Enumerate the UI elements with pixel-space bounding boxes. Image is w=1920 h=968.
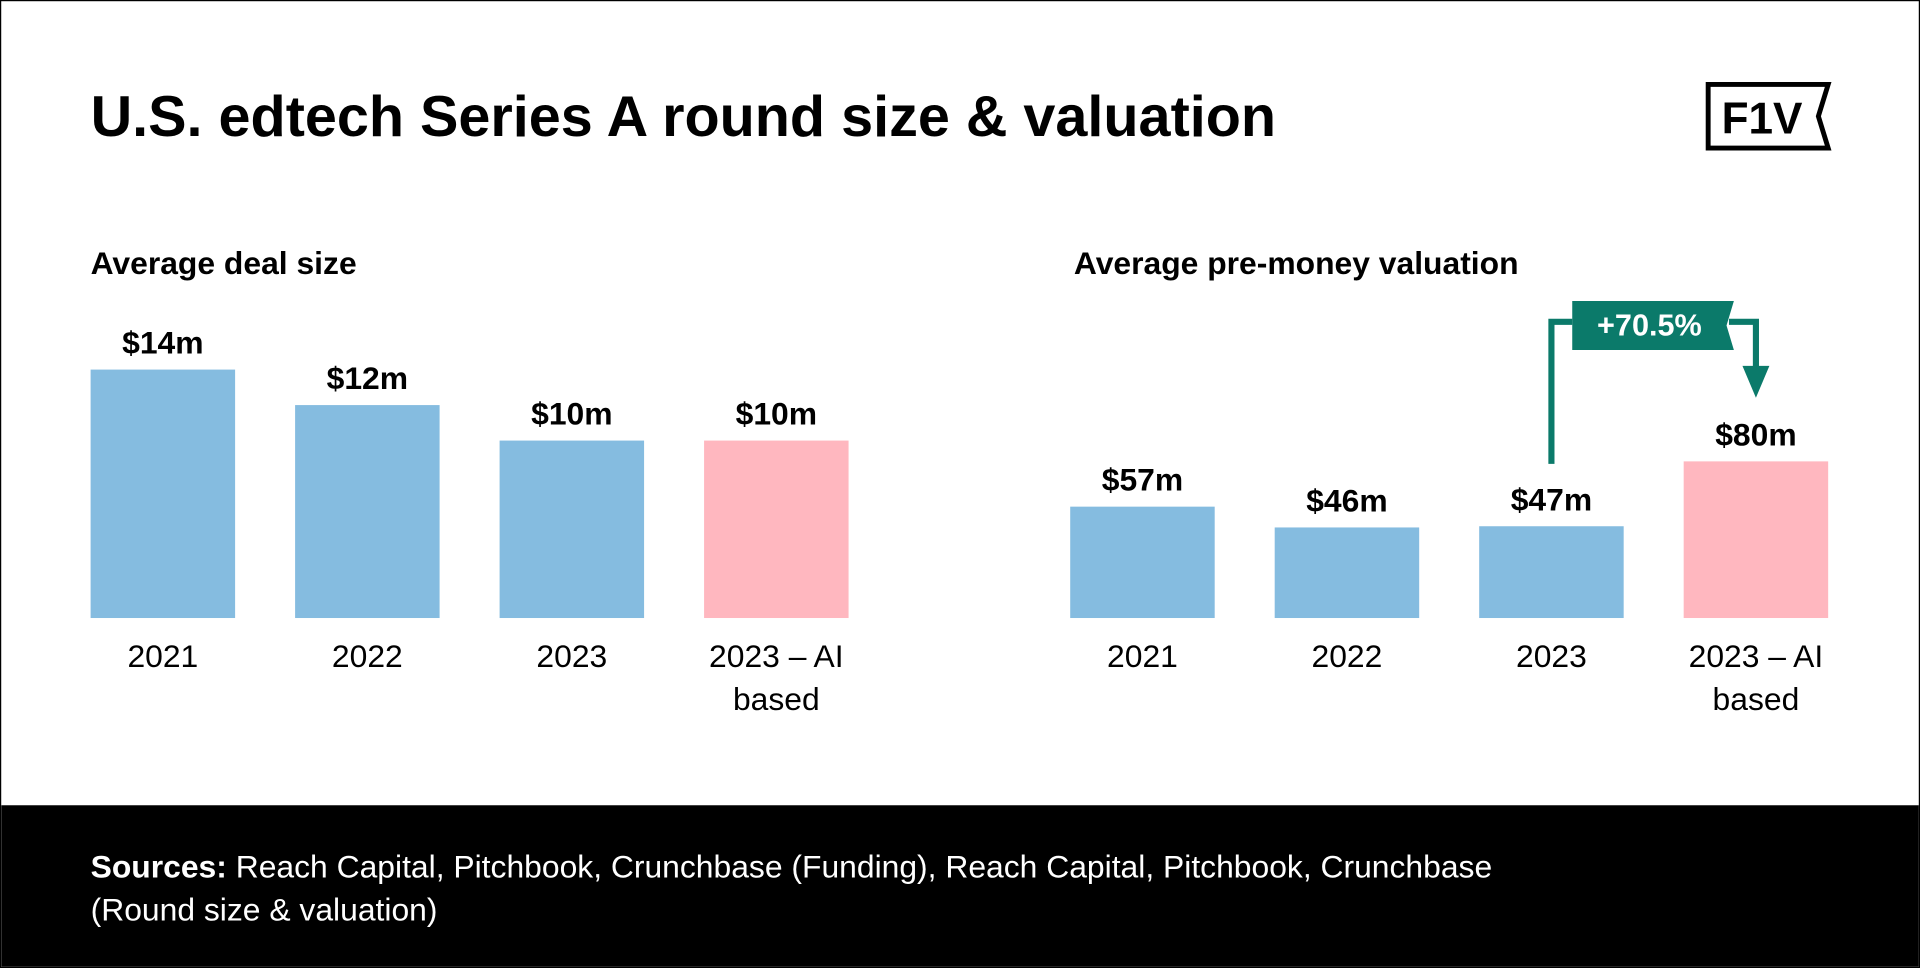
bar: [90, 369, 236, 619]
x-tick-label: 2023: [1516, 637, 1587, 675]
x-tick-label: 2023 – AI based: [1688, 637, 1824, 718]
value-label: $57m: [1101, 461, 1184, 498]
logo: F1V: [1705, 81, 1832, 151]
footer-label: Sources:: [90, 848, 227, 885]
bar: [1683, 461, 1829, 619]
x-tick-label: 2021: [127, 637, 199, 675]
value-label: $10m: [735, 395, 818, 433]
bar: [1479, 525, 1624, 618]
bar: [1070, 506, 1215, 618]
x-tick-label: 2022: [1311, 637, 1383, 675]
x-tick-label: 2021: [1107, 637, 1178, 675]
chart-title: Average deal size: [90, 244, 357, 282]
footer-text: Sources: Reach Capital, Pitchbook, Crunc…: [91, 846, 1548, 932]
arrow-line: [1548, 318, 1573, 464]
title: U.S. edtech Series A round size & valuat…: [90, 83, 1277, 149]
arrow-line: [1728, 318, 1759, 371]
footer: [1, 805, 1919, 967]
arrow-head: [1742, 365, 1770, 398]
annotation-arrow: [1548, 301, 1770, 464]
value-label: $46m: [1306, 482, 1388, 520]
bar: [499, 440, 645, 619]
footer-sources: Reach Capital, Pitchbook, Crunchbase (Fu…: [90, 848, 1493, 928]
x-tick-label: 2022: [331, 637, 403, 675]
x-tick-label: 2023 – AI based: [709, 637, 844, 718]
x-tick-label: 2023: [536, 637, 608, 675]
bar: [1274, 527, 1420, 618]
annotation-box: [1572, 301, 1734, 351]
value-label: $10m: [531, 395, 613, 433]
chart-title: Average pre-money valuation: [1073, 244, 1519, 282]
value-label: $47m: [1510, 480, 1593, 518]
logo-frame: [1705, 81, 1832, 151]
bar: [295, 405, 440, 619]
value-label: $12m: [326, 359, 409, 397]
logo-text: F1V: [1722, 94, 1803, 143]
bar: [704, 440, 849, 619]
value-label: $14m: [122, 324, 204, 362]
annotation: +70.5%: [1597, 308, 1702, 343]
value-label: $80m: [1715, 416, 1797, 453]
